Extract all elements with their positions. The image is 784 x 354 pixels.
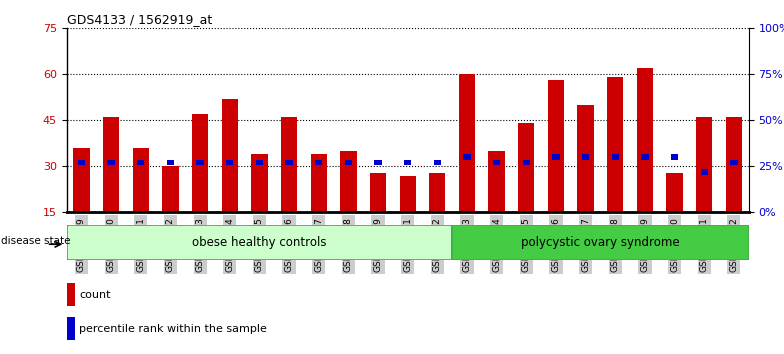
Bar bbox=[452, 225, 749, 260]
Bar bbox=[67, 283, 74, 306]
Bar bbox=[666, 172, 683, 212]
Bar bbox=[463, 154, 470, 160]
Bar bbox=[488, 151, 505, 212]
Bar bbox=[251, 154, 267, 212]
Bar bbox=[310, 154, 327, 212]
Bar bbox=[582, 154, 590, 160]
Bar bbox=[552, 154, 560, 160]
Bar bbox=[285, 160, 292, 165]
Bar bbox=[315, 160, 322, 165]
Text: obese healthy controls: obese healthy controls bbox=[192, 236, 327, 249]
Text: polycystic ovary syndrome: polycystic ovary syndrome bbox=[521, 236, 680, 249]
Bar bbox=[374, 160, 382, 165]
Bar bbox=[637, 68, 653, 212]
Text: disease state: disease state bbox=[2, 236, 71, 246]
Bar bbox=[523, 160, 530, 165]
Bar bbox=[67, 225, 452, 260]
Bar bbox=[459, 74, 475, 212]
Text: GDS4133 / 1562919_at: GDS4133 / 1562919_at bbox=[67, 13, 212, 26]
Bar bbox=[434, 160, 441, 165]
Bar bbox=[404, 160, 412, 165]
Bar bbox=[78, 160, 85, 165]
Bar bbox=[67, 317, 74, 340]
Bar bbox=[226, 160, 234, 165]
Bar bbox=[578, 105, 593, 212]
Bar bbox=[730, 160, 738, 165]
Bar bbox=[103, 117, 119, 212]
Bar bbox=[107, 160, 114, 165]
Bar bbox=[726, 117, 742, 212]
Bar bbox=[167, 160, 174, 165]
Bar bbox=[548, 80, 564, 212]
Bar bbox=[370, 172, 387, 212]
Bar bbox=[493, 160, 500, 165]
Bar bbox=[137, 160, 144, 165]
Bar bbox=[518, 124, 535, 212]
Bar bbox=[162, 166, 179, 212]
Bar bbox=[132, 148, 149, 212]
Text: percentile rank within the sample: percentile rank within the sample bbox=[79, 324, 267, 333]
Bar bbox=[641, 154, 648, 160]
Bar bbox=[340, 151, 357, 212]
Bar bbox=[192, 114, 209, 212]
Bar bbox=[696, 117, 713, 212]
Bar bbox=[222, 99, 238, 212]
Bar bbox=[197, 160, 204, 165]
Bar bbox=[612, 154, 619, 160]
Bar bbox=[701, 169, 708, 175]
Bar bbox=[429, 172, 445, 212]
Text: count: count bbox=[79, 290, 111, 299]
Bar bbox=[607, 78, 623, 212]
Bar bbox=[74, 148, 89, 212]
Bar bbox=[400, 176, 416, 212]
Bar bbox=[281, 117, 297, 212]
Bar bbox=[671, 154, 678, 160]
Bar bbox=[256, 160, 263, 165]
Bar bbox=[345, 160, 352, 165]
